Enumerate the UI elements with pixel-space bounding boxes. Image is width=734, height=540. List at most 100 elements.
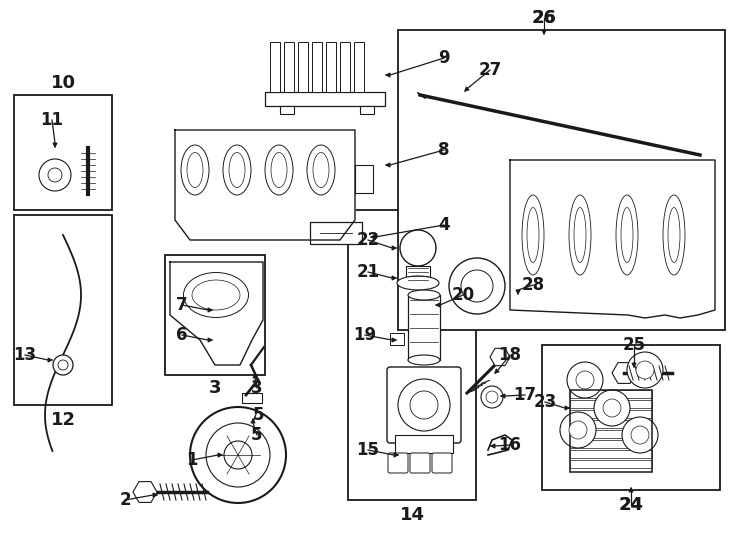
Ellipse shape bbox=[271, 152, 287, 187]
Bar bbox=[570, 450, 652, 458]
Bar bbox=[408, 295, 440, 360]
Bar bbox=[570, 430, 652, 438]
Text: 22: 22 bbox=[357, 231, 379, 249]
Bar bbox=[542, 345, 720, 490]
Text: 24: 24 bbox=[619, 496, 644, 514]
Text: 20: 20 bbox=[451, 286, 475, 304]
Bar bbox=[14, 215, 112, 405]
Text: 23: 23 bbox=[534, 393, 556, 411]
Ellipse shape bbox=[265, 145, 293, 195]
Circle shape bbox=[449, 258, 505, 314]
Circle shape bbox=[622, 417, 658, 453]
Circle shape bbox=[48, 168, 62, 182]
Bar bbox=[398, 30, 725, 330]
Bar bbox=[570, 420, 652, 428]
Circle shape bbox=[560, 412, 596, 448]
Circle shape bbox=[594, 390, 630, 426]
Ellipse shape bbox=[192, 280, 240, 310]
Bar bbox=[355, 165, 373, 193]
Circle shape bbox=[398, 379, 450, 431]
Ellipse shape bbox=[313, 152, 329, 187]
Text: 26: 26 bbox=[531, 9, 556, 27]
FancyBboxPatch shape bbox=[388, 453, 408, 473]
Text: 14: 14 bbox=[399, 506, 424, 524]
Bar bbox=[570, 400, 652, 408]
Circle shape bbox=[569, 421, 587, 439]
Bar bbox=[165, 255, 265, 375]
Ellipse shape bbox=[223, 145, 251, 195]
Ellipse shape bbox=[229, 152, 245, 187]
Text: 8: 8 bbox=[438, 141, 450, 159]
Bar bbox=[298, 42, 308, 92]
Bar bbox=[570, 390, 652, 472]
FancyBboxPatch shape bbox=[387, 367, 461, 443]
Ellipse shape bbox=[574, 207, 586, 262]
Circle shape bbox=[206, 423, 270, 487]
Text: 18: 18 bbox=[498, 346, 521, 364]
Bar bbox=[570, 410, 652, 418]
Bar bbox=[570, 440, 652, 448]
Ellipse shape bbox=[616, 195, 638, 275]
Text: 7: 7 bbox=[176, 296, 188, 314]
Circle shape bbox=[576, 371, 594, 389]
Text: 5: 5 bbox=[251, 426, 263, 444]
Text: 15: 15 bbox=[357, 441, 379, 459]
Bar bbox=[348, 210, 476, 500]
Bar bbox=[390, 333, 404, 345]
Circle shape bbox=[481, 386, 503, 408]
Text: 27: 27 bbox=[479, 61, 501, 79]
FancyBboxPatch shape bbox=[410, 453, 430, 473]
Text: 13: 13 bbox=[13, 346, 37, 364]
Text: 17: 17 bbox=[514, 386, 537, 404]
Text: 9: 9 bbox=[438, 49, 450, 67]
Circle shape bbox=[636, 361, 654, 379]
Circle shape bbox=[567, 362, 603, 398]
Circle shape bbox=[410, 391, 438, 419]
Bar bbox=[242, 393, 262, 403]
Bar bbox=[280, 106, 294, 114]
Circle shape bbox=[461, 270, 493, 302]
Text: 24: 24 bbox=[619, 496, 643, 514]
Bar bbox=[312, 42, 322, 92]
Circle shape bbox=[627, 352, 663, 388]
Circle shape bbox=[190, 407, 286, 503]
Text: 1: 1 bbox=[186, 451, 197, 469]
Bar bbox=[340, 42, 350, 92]
Bar bbox=[14, 95, 112, 210]
Circle shape bbox=[53, 355, 73, 375]
Ellipse shape bbox=[668, 207, 680, 262]
Text: 3: 3 bbox=[208, 379, 221, 397]
Text: 11: 11 bbox=[40, 111, 64, 129]
Circle shape bbox=[224, 441, 252, 469]
Text: 4: 4 bbox=[438, 216, 450, 234]
Bar bbox=[326, 42, 336, 92]
Bar bbox=[310, 222, 362, 244]
Bar bbox=[570, 460, 652, 468]
Ellipse shape bbox=[181, 145, 209, 195]
Ellipse shape bbox=[184, 273, 249, 318]
Circle shape bbox=[400, 230, 436, 266]
FancyBboxPatch shape bbox=[432, 453, 452, 473]
Text: 25: 25 bbox=[622, 336, 646, 354]
Ellipse shape bbox=[408, 290, 440, 300]
Bar bbox=[284, 42, 294, 92]
Polygon shape bbox=[170, 262, 263, 365]
Circle shape bbox=[58, 360, 68, 370]
Ellipse shape bbox=[522, 195, 544, 275]
Ellipse shape bbox=[527, 207, 539, 262]
Bar bbox=[265, 92, 385, 106]
Text: 12: 12 bbox=[51, 411, 76, 429]
Text: 3: 3 bbox=[251, 379, 263, 397]
Text: 5: 5 bbox=[252, 406, 264, 424]
Circle shape bbox=[631, 426, 649, 444]
Text: 26: 26 bbox=[532, 9, 556, 27]
Bar bbox=[354, 42, 364, 92]
Text: 19: 19 bbox=[354, 326, 377, 344]
Ellipse shape bbox=[397, 276, 439, 290]
Bar bbox=[570, 390, 652, 398]
Text: 28: 28 bbox=[521, 276, 545, 294]
Bar bbox=[395, 435, 453, 453]
Polygon shape bbox=[510, 160, 715, 318]
Ellipse shape bbox=[569, 195, 591, 275]
Ellipse shape bbox=[621, 207, 633, 262]
